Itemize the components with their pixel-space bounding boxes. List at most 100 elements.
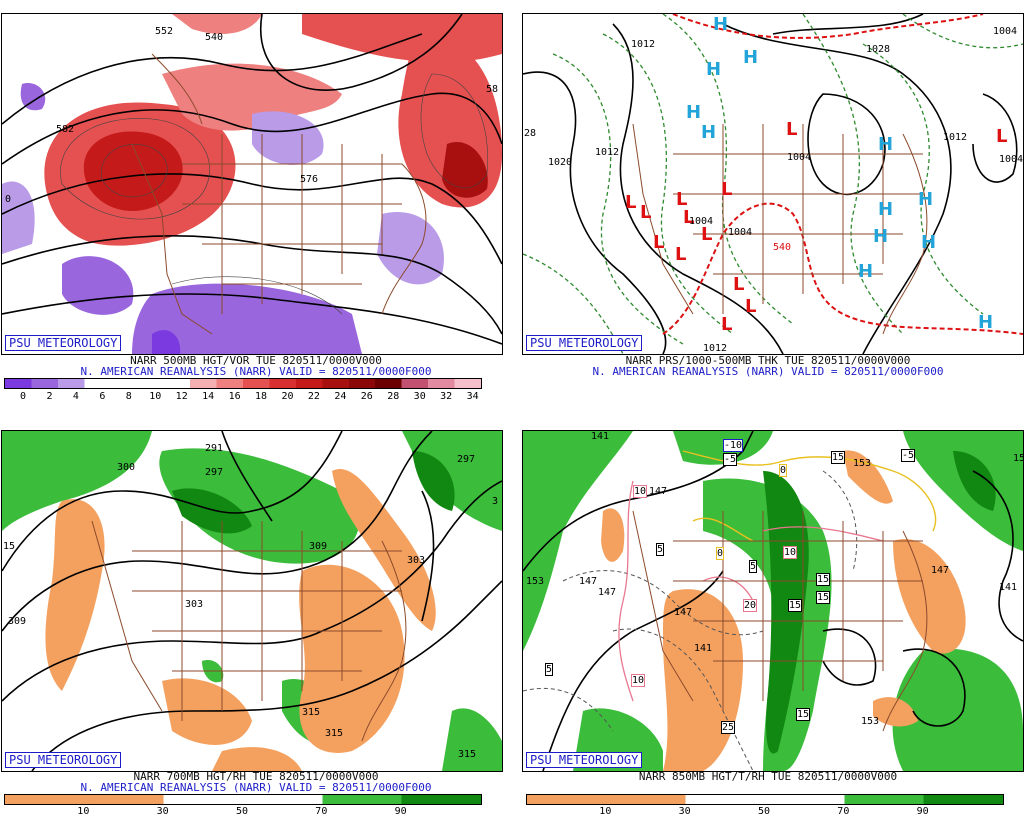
scale-tick-label: 12 bbox=[175, 391, 188, 402]
height-contours bbox=[2, 431, 502, 771]
low-pressure-symbol: L bbox=[786, 119, 798, 140]
scale-tick-label: 30 bbox=[678, 806, 691, 817]
temperature-contours bbox=[523, 470, 858, 771]
thickness-540 bbox=[662, 14, 1023, 335]
temperature-label: 0 bbox=[716, 547, 725, 560]
rh-saturated-areas bbox=[763, 451, 996, 754]
vorticity-contours bbox=[60, 73, 489, 315]
state-boundaries bbox=[91, 520, 407, 742]
isobars bbox=[523, 14, 1018, 354]
scale-tick-label: 50 bbox=[757, 806, 771, 817]
contour-label: 309 bbox=[8, 616, 27, 627]
contour-label: 315 bbox=[302, 707, 321, 718]
panel-caption-1: NARR 850MB HGT/T/RH TUE 820511/0000V000 bbox=[638, 770, 898, 783]
contour-label: 552 bbox=[155, 26, 174, 37]
height-label: 147 bbox=[649, 486, 668, 497]
low-pressure-symbol: L bbox=[745, 296, 757, 317]
psu-meteorology-badge: PSU METEOROLOGY bbox=[5, 335, 122, 351]
map-pressure: H H H H H H H H H H H H L L L L L L L L … bbox=[522, 13, 1024, 355]
height-label: 141 bbox=[999, 582, 1018, 593]
high-pressure-symbol: H bbox=[858, 261, 874, 282]
scale-tick-label: 90 bbox=[916, 806, 929, 817]
contour-label: 0 bbox=[5, 194, 12, 205]
contour-label: 1012 bbox=[943, 132, 968, 143]
map-700mb: 291 297 300 303 309 303 297 309 315 315 … bbox=[1, 430, 503, 772]
low-pressure-symbol: L bbox=[675, 244, 687, 265]
temperature-label: 10 bbox=[631, 674, 646, 687]
panel-caption-2: N. AMERICAN REANALYSIS (NARR) VALID = 82… bbox=[592, 365, 944, 378]
vorticity-color-scale bbox=[4, 378, 482, 389]
contour-label: 1004 bbox=[999, 154, 1024, 165]
temperature-label: 10 bbox=[783, 546, 798, 559]
height-label: 153 bbox=[526, 576, 545, 587]
state-boundaries bbox=[131, 53, 427, 335]
panel-caption-2: N. AMERICAN REANALYSIS (NARR) VALID = 82… bbox=[80, 365, 432, 378]
temperature-label: 5 bbox=[545, 663, 554, 676]
contour-label: 1004 bbox=[993, 26, 1018, 37]
temperature-label: 15 bbox=[788, 599, 803, 612]
vort-core-east bbox=[442, 142, 488, 198]
low-pressure-symbol: L bbox=[996, 126, 1008, 147]
neg-vort-top bbox=[20, 83, 46, 111]
temperature-label: -10 bbox=[723, 439, 744, 452]
warm-temp-lines bbox=[618, 480, 884, 702]
height-label: 153 bbox=[861, 716, 880, 727]
state-boundaries bbox=[632, 123, 928, 335]
scale-tick-label: 4 bbox=[72, 391, 79, 402]
low-pressure-symbol: L bbox=[721, 314, 733, 335]
scale-tick-label: 18 bbox=[255, 391, 268, 402]
high-pressure-symbol: H bbox=[873, 226, 889, 247]
scale-tick-label: 10 bbox=[599, 806, 612, 817]
contour-label: 28 bbox=[524, 128, 537, 139]
scale-tick-label: 30 bbox=[413, 391, 426, 402]
high-pressure-symbol: H bbox=[878, 134, 894, 155]
height-label: 147 bbox=[931, 565, 950, 576]
rh-color-scale bbox=[526, 794, 1004, 805]
scale-tick-label: 10 bbox=[149, 391, 162, 402]
panel-caption-1: NARR 700MB HGT/RH TUE 820511/0000V000 bbox=[133, 770, 379, 783]
height-contours bbox=[523, 431, 1023, 771]
scale-tick-label: 34 bbox=[466, 391, 479, 402]
panel-850mb-temp-rh: 141 147 153 147 147 147 141 153 147 141 … bbox=[512, 410, 1024, 819]
contour-label: 1028 bbox=[866, 44, 891, 55]
contour-label: 1012 bbox=[595, 147, 620, 158]
contour-label: 297 bbox=[205, 467, 224, 478]
contour-label: 540 bbox=[773, 242, 792, 253]
vort-north-top bbox=[302, 14, 502, 63]
contour-label: 303 bbox=[407, 555, 426, 566]
panel-caption-1: NARR 500MB HGT/VOR TUE 820511/0000V000 bbox=[130, 354, 382, 367]
scale-tick-label: 14 bbox=[202, 391, 215, 402]
contour-label: 315 bbox=[325, 728, 344, 739]
psu-meteorology-badge: PSU METEOROLOGY bbox=[526, 752, 643, 768]
rh-scale-ticks: 10 30 50 70 90 bbox=[4, 806, 480, 818]
neg-vort-west-edge bbox=[2, 181, 35, 254]
map-850mb: 141 147 153 147 147 147 141 153 147 141 … bbox=[522, 430, 1024, 772]
scale-tick-label: 70 bbox=[315, 806, 328, 817]
rh-saturated-areas bbox=[172, 451, 455, 534]
map-500mb: 552 540 582 576 58 0 PSU METEOROLOGY bbox=[1, 13, 503, 355]
contour-label: 315 bbox=[458, 749, 477, 760]
rh850-map-svg bbox=[523, 431, 1023, 771]
high-pressure-symbol: H bbox=[686, 102, 702, 123]
temperature-label: 15 bbox=[796, 708, 811, 721]
contour-label: 1004 bbox=[787, 152, 812, 163]
contour-label: 576 bbox=[300, 174, 319, 185]
psu-meteorology-badge: PSU METEOROLOGY bbox=[526, 335, 643, 351]
rh700-map-svg bbox=[2, 431, 502, 771]
neg-vort-corner bbox=[152, 330, 181, 354]
scale-tick-label: 20 bbox=[281, 391, 294, 402]
high-pressure-symbol: H bbox=[921, 232, 937, 253]
height-label: 147 bbox=[674, 607, 693, 618]
temperature-label: 20 bbox=[743, 599, 758, 612]
height-label: 147 bbox=[598, 587, 617, 598]
vorticity-scale-ticks: 0 2 4 6 8 10 12 14 16 18 20 22 24 26 28 30 32 34 bbox=[4, 391, 480, 403]
contour-label: 300 bbox=[117, 462, 136, 473]
low-pressure-symbol: L bbox=[701, 224, 713, 245]
panel-caption-2: N. AMERICAN REANALYSIS (NARR) VALID = 82… bbox=[80, 781, 432, 794]
state-boundaries bbox=[632, 510, 928, 732]
temperature-label: -5 bbox=[901, 449, 916, 462]
rh-color-scale bbox=[4, 794, 482, 805]
high-pressure-symbol: H bbox=[706, 59, 722, 80]
high-pressure-symbol: H bbox=[978, 312, 994, 333]
contour-label: 303 bbox=[185, 599, 204, 610]
